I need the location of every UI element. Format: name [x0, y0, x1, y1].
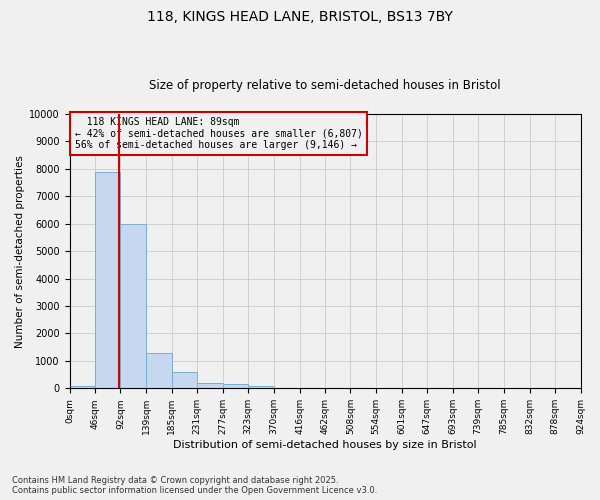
- Title: Size of property relative to semi-detached houses in Bristol: Size of property relative to semi-detach…: [149, 79, 501, 92]
- Bar: [95, 172, 121, 388]
- Text: 118, KINGS HEAD LANE, BRISTOL, BS13 7BY: 118, KINGS HEAD LANE, BRISTOL, BS13 7BY: [147, 10, 453, 24]
- X-axis label: Distribution of semi-detached houses by size in Bristol: Distribution of semi-detached houses by …: [173, 440, 477, 450]
- Bar: [70, 386, 95, 388]
- Bar: [121, 224, 146, 388]
- Bar: [223, 384, 248, 388]
- Y-axis label: Number of semi-detached properties: Number of semi-detached properties: [15, 154, 25, 348]
- Bar: [248, 386, 274, 388]
- Text: Contains HM Land Registry data © Crown copyright and database right 2025.
Contai: Contains HM Land Registry data © Crown c…: [12, 476, 377, 495]
- Bar: [146, 352, 172, 388]
- Bar: [172, 372, 197, 388]
- Bar: [197, 383, 223, 388]
- Text: 118 KINGS HEAD LANE: 89sqm
← 42% of semi-detached houses are smaller (6,807)
56%: 118 KINGS HEAD LANE: 89sqm ← 42% of semi…: [74, 116, 362, 150]
